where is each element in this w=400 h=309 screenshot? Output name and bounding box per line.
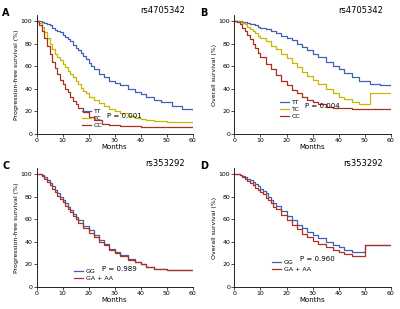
X-axis label: Months: Months (102, 144, 128, 150)
Text: rs4705342: rs4705342 (140, 6, 185, 15)
Y-axis label: Progression-free survival (%): Progression-free survival (%) (14, 182, 19, 273)
Legend: TT, TC, CC: TT, TC, CC (82, 109, 102, 128)
X-axis label: Months: Months (102, 298, 128, 303)
Text: A: A (2, 8, 10, 18)
Legend: GG, GA + AA: GG, GA + AA (272, 260, 311, 272)
Y-axis label: Overall survival (%): Overall survival (%) (212, 197, 217, 259)
Text: D: D (200, 161, 208, 171)
Text: rs353292: rs353292 (145, 159, 185, 168)
Text: P = 0.004: P = 0.004 (305, 103, 339, 109)
Text: B: B (200, 8, 208, 18)
Text: P = 0.989: P = 0.989 (102, 266, 137, 273)
Text: rs353292: rs353292 (343, 159, 383, 168)
Legend: TT, TC, CC: TT, TC, CC (280, 99, 300, 119)
Legend: GG, GA + AA: GG, GA + AA (74, 269, 113, 281)
X-axis label: Months: Months (300, 298, 325, 303)
Y-axis label: Progression-free survival (%): Progression-free survival (%) (14, 29, 19, 120)
Text: rs4705342: rs4705342 (338, 6, 383, 15)
Text: C: C (2, 161, 10, 171)
Y-axis label: Overall survival (%): Overall survival (%) (212, 44, 217, 106)
Text: P = 0.960: P = 0.960 (300, 256, 335, 262)
Text: P = 0.001: P = 0.001 (107, 113, 142, 119)
X-axis label: Months: Months (300, 144, 325, 150)
